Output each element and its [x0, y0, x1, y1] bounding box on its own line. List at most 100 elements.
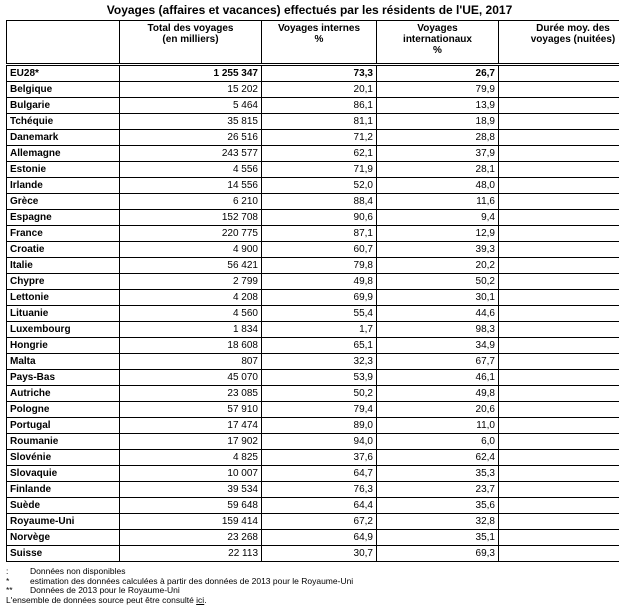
cell: Norvège — [6, 529, 120, 546]
cell: 2 799 — [119, 273, 262, 290]
cell: 86,1 — [261, 97, 377, 114]
cell: 62,1 — [261, 145, 377, 162]
cell: Slovénie — [6, 449, 120, 466]
cell: 71,9 — [261, 161, 377, 178]
cell: 9,4 — [376, 209, 499, 226]
note-key: * — [6, 575, 10, 586]
cell: Autriche — [6, 385, 120, 402]
cell: Croatie — [6, 241, 120, 258]
cell: 23,7 — [376, 481, 499, 498]
cell: 69,9 — [261, 289, 377, 306]
cell: 6,0 — [376, 433, 499, 450]
cell: Royaume-Uni — [6, 513, 120, 530]
cell: 79,9 — [376, 81, 499, 98]
cell: 4 208 — [119, 289, 262, 306]
source-line: L'ensemble de données source peut être c… — [6, 594, 353, 606]
cell: Espagne — [6, 209, 120, 226]
cell: 4 825 — [119, 449, 262, 466]
cell: 20,6 — [376, 401, 499, 418]
cell: Roumanie — [6, 433, 120, 450]
cell: 26 516 — [119, 129, 262, 146]
cell: 4,6 — [498, 177, 619, 194]
cell: Pays-Bas — [6, 369, 120, 386]
cell: 807 — [119, 353, 262, 370]
cell: 53,9 — [261, 369, 377, 386]
cell: 6,7 — [498, 545, 619, 562]
cell: 4,9 — [498, 529, 619, 546]
note-text: Données non disponibles — [30, 566, 126, 576]
cell: 4,9 — [498, 385, 619, 402]
cell: 6,5 — [498, 369, 619, 386]
cell: 4,4 — [498, 305, 619, 322]
source-link[interactable]: ici — [196, 594, 205, 605]
cell: Hongrie — [6, 337, 120, 354]
cell: 3,3 — [498, 289, 619, 306]
cell: 79,4 — [261, 401, 377, 418]
notes: : Données non disponibles * estimation des … — [6, 566, 354, 606]
cell: 59 648 — [119, 497, 262, 514]
cell: 20,2 — [376, 257, 499, 274]
cell: 1,7 — [261, 321, 377, 338]
cell: 52,0 — [261, 177, 377, 194]
cell: Lituanie — [6, 305, 120, 322]
cell: 65,1 — [261, 337, 377, 354]
cell: 3,4 — [498, 481, 619, 498]
cell: 23 268 — [119, 529, 262, 546]
cell: 5,2 — [498, 497, 619, 514]
cell: 6 210 — [119, 193, 262, 210]
cell: 32,8 — [376, 513, 499, 530]
cell: 4,3 — [498, 449, 619, 466]
cell: 39 534 — [119, 481, 262, 498]
cell: 17 902 — [119, 433, 262, 450]
cell: 60,7 — [261, 241, 377, 258]
cell: 3,6 — [498, 337, 619, 354]
cell: Belgique — [6, 81, 120, 98]
cell: 4,1 — [498, 97, 619, 114]
note-text: estimation des données calculées à parti… — [30, 575, 354, 586]
cell: Suède — [6, 497, 120, 514]
cell: Tchéquie — [6, 113, 120, 130]
cell: 4,0 — [498, 465, 619, 482]
cell: Luxembourg — [6, 321, 120, 338]
cell: 34,9 — [376, 337, 499, 354]
cell: 44,6 — [376, 305, 499, 322]
cell: 62,4 — [376, 449, 499, 466]
cell: Bulgarie — [6, 97, 120, 114]
cell: Slovaquie — [6, 465, 120, 482]
cell: 55,4 — [261, 305, 377, 322]
header-cell — [6, 20, 120, 65]
cell: EU28* — [6, 63, 120, 82]
cell: 26,7 — [376, 63, 499, 82]
cell: 50,2 — [376, 273, 499, 290]
cell: Suisse — [6, 545, 120, 562]
cell: Grèce — [6, 193, 120, 210]
cell: 73,3 — [261, 63, 377, 82]
cell: 49,8 — [376, 385, 499, 402]
cell: 9,9 — [498, 193, 619, 210]
source-end: . — [204, 594, 207, 605]
cell: Danemark — [6, 129, 120, 146]
cell: 64,9 — [261, 529, 377, 546]
cell: 5 464 — [119, 97, 262, 114]
cell: 6,5 — [498, 81, 619, 98]
cell: Estonie — [6, 161, 120, 178]
